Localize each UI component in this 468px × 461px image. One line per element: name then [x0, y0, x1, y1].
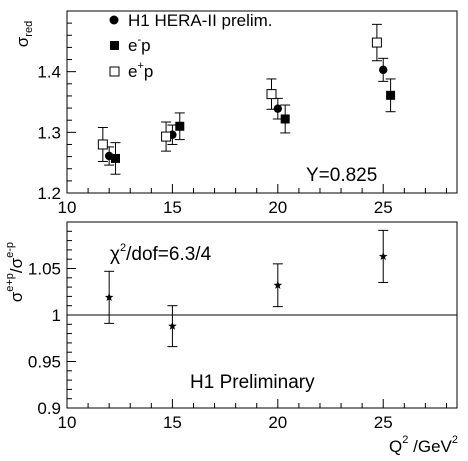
top-ylabel-symbol: σ	[13, 36, 32, 47]
marker-open-square	[371, 37, 382, 48]
top-data-point	[174, 112, 185, 141]
top-ylabel: σred	[13, 21, 35, 47]
legend-label-eminus: e-p	[128, 34, 151, 55]
bottom-ytick-label: 1.05	[28, 260, 61, 279]
legend: H1 HERA-II prelim. e-p e+p	[109, 11, 273, 81]
bottom-xlabel: Q2 /GeV2	[389, 434, 458, 456]
legend-entry-eplus: e+p	[109, 60, 153, 81]
marker-open-square	[97, 139, 108, 150]
top-plot-frame	[66, 10, 458, 194]
bottom-data-point	[378, 229, 389, 283]
bottom-xtick-label: 20	[268, 413, 287, 432]
marker-open-square	[266, 89, 277, 100]
marker-filled-circle	[379, 65, 388, 75]
bottom-xtick-label: 15	[163, 413, 182, 432]
legend-label-h1: H1 HERA-II prelim.	[128, 11, 273, 30]
marker-filled-square	[110, 153, 120, 163]
bottom-data-point	[167, 305, 178, 348]
bottom-ytick-label: 1	[52, 306, 61, 325]
h1-preliminary-label: H1 Preliminary	[190, 372, 315, 393]
svg-text:σe+p/σe-p: σe+p/σe-p	[4, 242, 26, 302]
legend-marker-filled-square	[110, 41, 119, 50]
bottom-data-point	[104, 270, 115, 324]
bottom-panel: 10 15 20 25 0.9 0.95 1 1.05 σe+p/σe-p χ2/dof=6.…	[4, 221, 458, 456]
top-data-point	[378, 57, 389, 82]
bottom-ytick-label: 0.9	[37, 399, 61, 418]
top-ylabel-subscript: red	[23, 21, 35, 37]
marker-star	[168, 321, 177, 330]
marker-open-square	[161, 131, 172, 142]
top-data-point	[371, 23, 382, 62]
top-xtick-label: 10	[58, 198, 77, 217]
bottom-xtick-label: 10	[58, 413, 77, 432]
top-data-point	[161, 121, 172, 152]
top-data-point	[110, 142, 121, 175]
bottom-data-point	[272, 263, 283, 308]
svg-text:σred: σred	[13, 21, 35, 47]
marker-filled-square	[175, 121, 185, 131]
legend-marker-filled-circle	[109, 15, 119, 25]
top-data-point	[272, 97, 283, 120]
marker-filled-circle	[273, 104, 283, 113]
top-ytick-label: 1.2	[37, 184, 61, 203]
bottom-ytick-label: 0.95	[28, 353, 61, 372]
legend-entry-eminus: e-p	[110, 34, 151, 55]
bottom-ylabel: σe+p/σe-p	[4, 242, 26, 302]
marker-star	[273, 280, 283, 289]
marker-star	[378, 251, 388, 261]
marker-filled-square	[280, 114, 290, 124]
top-data-point	[97, 126, 108, 162]
legend-label-eplus: e+p	[128, 60, 153, 81]
marker-star	[104, 292, 114, 301]
top-annotation-y: Y=0.825	[306, 165, 377, 186]
top-ticks: 10 15 20 25 1.2 1.3 1.4	[37, 10, 447, 217]
bottom-points	[104, 229, 389, 348]
legend-marker-open-square	[109, 66, 120, 77]
top-xtick-label: 20	[268, 198, 287, 217]
bottom-ticks: 10 15 20 25 0.9 0.95 1 1.05	[28, 221, 447, 432]
bottom-xtick-label: 25	[374, 413, 393, 432]
top-ytick-label: 1.4	[37, 63, 61, 82]
marker-filled-square	[386, 90, 396, 100]
top-data-point	[280, 104, 291, 134]
top-points	[97, 23, 396, 175]
top-xtick-label: 15	[163, 198, 182, 217]
top-data-point	[266, 78, 277, 110]
top-ytick-label: 1.3	[37, 123, 61, 142]
chi2-annotation: χ2/dof=6.3/4	[110, 242, 212, 265]
top-panel: 10 15 20 25 1.2 1.3 1.4 σred H1 HERA-II prelim…	[13, 10, 458, 217]
top-xtick-label: 25	[374, 198, 393, 217]
legend-entry-h1: H1 HERA-II prelim.	[109, 11, 273, 30]
top-data-point	[385, 78, 396, 113]
